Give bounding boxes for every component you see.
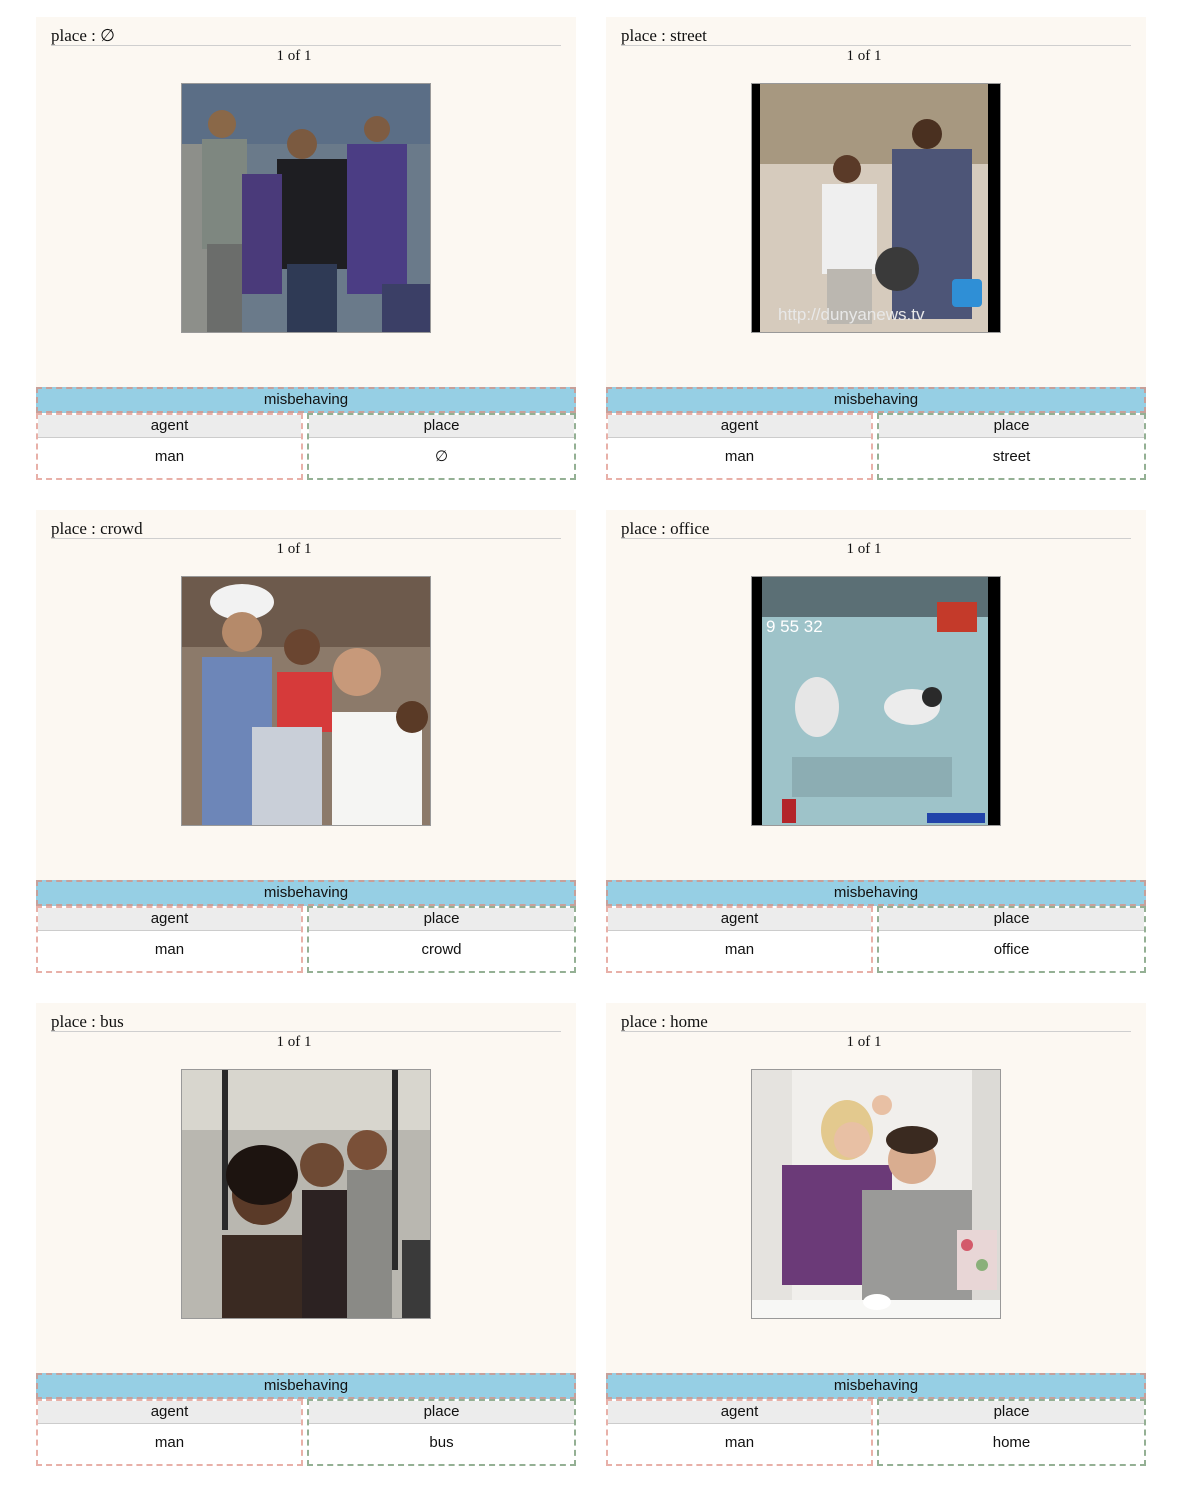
role-place: place ∅	[307, 413, 576, 480]
role-agent-value: man	[724, 448, 755, 465]
image-counter: 1 of 1	[276, 1034, 312, 1050]
frame-table: misbehaving agent man place crowd	[36, 880, 576, 973]
panel-title: place : ∅	[51, 25, 561, 46]
frame-card: place : street 1 of 1 http://dunyanews.t…	[606, 17, 1146, 480]
image-counter: 1 of 1	[846, 1034, 882, 1050]
photo-svg: http://dunyanews.tv	[752, 84, 1000, 332]
panel-title: place : street	[621, 25, 1131, 46]
role-place: place street	[877, 413, 1146, 480]
frame-table: misbehaving agent man place ∅	[36, 387, 576, 480]
photo-street-fight: http://dunyanews.tv	[751, 83, 1001, 333]
role-place-value: crowd	[421, 941, 462, 958]
role-agent: agent man	[606, 906, 873, 973]
role-place-header: place	[309, 908, 574, 931]
frame-card: place : crowd 1 of 1 misbehaving agent m…	[36, 510, 576, 973]
role-place: place office	[877, 906, 1146, 973]
role-agent-header: agent	[38, 908, 301, 931]
frame-table: misbehaving agent man place bus	[36, 1373, 576, 1466]
role-place: place bus	[307, 1399, 576, 1466]
image-counter: 1 of 1	[276, 541, 312, 557]
image-panel: place : bus 1 of 1	[36, 1003, 576, 1373]
verb-label: misbehaving	[36, 387, 576, 413]
role-place-header: place	[879, 415, 1144, 438]
role-agent-header: agent	[38, 1401, 301, 1424]
photo-svg: 9 55 32	[752, 577, 1000, 825]
panel-title: place : bus	[51, 1011, 561, 1032]
photo-bus-crowd	[181, 1069, 431, 1319]
role-agent-value: man	[154, 1434, 185, 1451]
role-place-value: home	[992, 1434, 1031, 1451]
role-agent: agent man	[36, 1399, 303, 1466]
role-agent-value: man	[724, 1434, 755, 1451]
verb-label: misbehaving	[606, 1373, 1146, 1399]
role-place-header: place	[879, 1401, 1144, 1424]
panel-title: place : office	[621, 518, 1131, 539]
photo-crowd-slap	[181, 576, 431, 826]
photo-svg	[182, 1070, 430, 1318]
role-place-header: place	[309, 1401, 574, 1424]
image-panel: place : street 1 of 1 http://dunyanews.t…	[606, 17, 1146, 387]
role-place-value: office	[993, 941, 1030, 958]
verb-label: misbehaving	[606, 880, 1146, 906]
role-agent: agent man	[606, 1399, 873, 1466]
verb-label: misbehaving	[36, 880, 576, 906]
image-counter: 1 of 1	[846, 541, 882, 557]
photo-office-cctv: 9 55 32	[751, 576, 1001, 826]
panel-title: place : crowd	[51, 518, 561, 539]
verb-label: misbehaving	[606, 387, 1146, 413]
role-agent-header: agent	[608, 415, 871, 438]
role-agent-header: agent	[608, 908, 871, 931]
frame-card: place : bus 1 of 1 misbehaving agent	[36, 1003, 576, 1466]
image-panel: place : home 1 of 1	[606, 1003, 1146, 1373]
frame-table: misbehaving agent man place home	[606, 1373, 1146, 1466]
frame-table: misbehaving agent man place office	[606, 880, 1146, 973]
role-agent-value: man	[154, 941, 185, 958]
role-place: place home	[877, 1399, 1146, 1466]
role-place-value: ∅	[434, 448, 449, 465]
role-agent: agent man	[36, 413, 303, 480]
role-agent: agent man	[36, 906, 303, 973]
photo-svg	[182, 84, 430, 332]
role-agent-header: agent	[608, 1401, 871, 1424]
photo-home-argument	[751, 1069, 1001, 1319]
frame-card: place : ∅ 1 of 1 misbehaving agent	[36, 17, 576, 480]
photo-stadium-scuffle	[181, 83, 431, 333]
role-agent-value: man	[154, 448, 185, 465]
image-panel: place : office 1 of 1 9 55 32	[606, 510, 1146, 880]
role-agent-value: man	[724, 941, 755, 958]
timestamp-text: 9 55 32	[766, 617, 823, 636]
frame-card: place : home 1 of 1 misbeha	[606, 1003, 1146, 1466]
role-place-header: place	[309, 415, 574, 438]
image-panel: place : crowd 1 of 1	[36, 510, 576, 880]
frame-card: place : office 1 of 1 9 55 32 misbehavin…	[606, 510, 1146, 973]
photo-svg	[182, 577, 430, 825]
role-place: place crowd	[307, 906, 576, 973]
image-panel: place : ∅ 1 of 1	[36, 17, 576, 387]
image-counter: 1 of 1	[846, 48, 882, 64]
role-place-value: street	[992, 448, 1031, 465]
role-agent-header: agent	[38, 415, 301, 438]
image-counter: 1 of 1	[276, 48, 312, 64]
role-place-header: place	[879, 908, 1144, 931]
watermark-text: http://dunyanews.tv	[778, 305, 925, 324]
role-place-value: bus	[429, 1434, 454, 1451]
verb-label: misbehaving	[36, 1373, 576, 1399]
photo-svg	[752, 1070, 1000, 1318]
role-agent: agent man	[606, 413, 873, 480]
panel-title: place : home	[621, 1011, 1131, 1032]
frame-table: misbehaving agent man place street	[606, 387, 1146, 480]
